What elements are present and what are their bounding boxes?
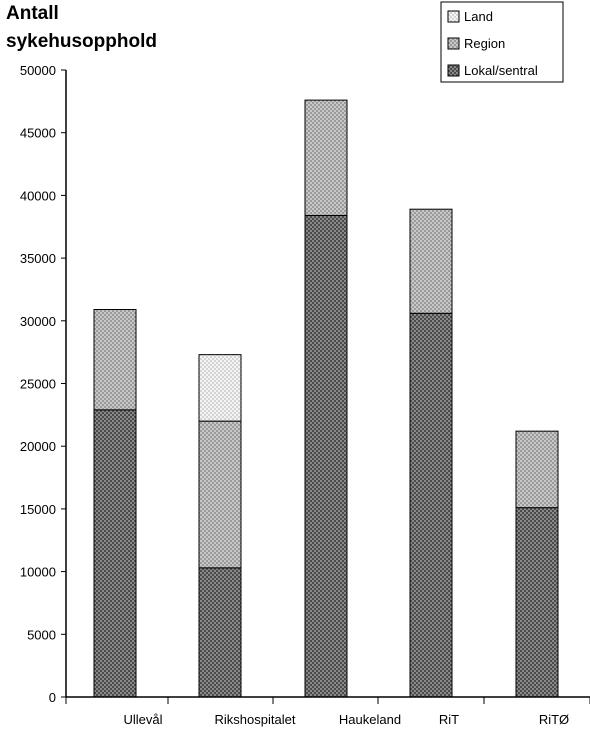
legend-label-region: Region <box>464 36 505 51</box>
x-tick-label-rit: RiTØ <box>539 712 569 727</box>
x-tick-label-ullev-l: Ullevål <box>123 712 162 727</box>
bar-rikshospitalet-land <box>198 354 242 422</box>
y-tick-label: 30000 <box>20 314 56 329</box>
legend-swatch-region <box>447 37 460 50</box>
legend-label-lokal-sentral: Lokal/sentral <box>464 63 538 78</box>
bar-rit-lokal-sentral <box>409 312 453 698</box>
x-tick-label-rit: RiT <box>439 712 459 727</box>
y-tick-label: 35000 <box>20 251 56 266</box>
y-tick-label: 0 <box>49 690 56 705</box>
legend-box <box>440 1 564 83</box>
bars-group <box>93 99 559 698</box>
y-tick-label: 50000 <box>20 63 56 78</box>
bar-rit-region <box>409 208 453 314</box>
bar-rit-region <box>515 430 559 509</box>
legend-swatch-land <box>447 10 460 23</box>
bar-haukeland-lokal-sentral <box>304 214 348 698</box>
legend-swatch-lokal-sentral <box>447 64 460 77</box>
y-tick-label: 20000 <box>20 439 56 454</box>
legend-label-land: Land <box>464 9 493 24</box>
y-axis-title-line-1: Antall <box>6 3 59 24</box>
y-axis-title-line-2: sykehusopphold <box>6 31 157 52</box>
legend: Land Region Lokal/sentral <box>440 1 564 83</box>
bar-rikshospitalet-region <box>198 420 242 569</box>
y-tick-label: 45000 <box>20 126 56 141</box>
y-tick-label: 40000 <box>20 188 56 203</box>
bar-ullev-l-region <box>93 309 137 411</box>
x-tick-label-rikshospitalet: Rikshospitalet <box>215 712 296 727</box>
y-tick-label: 25000 <box>20 377 56 392</box>
axes-group: 0 5000 10000 15000 20000 25000 30000 35000 40000… <box>20 63 590 727</box>
y-axis-title: Antall sykehusopphold <box>6 0 157 56</box>
bar-rit-lokal-sentral <box>515 507 559 698</box>
x-tick-label-haukeland: Haukeland <box>339 712 401 727</box>
y-tick-label: 10000 <box>20 565 56 580</box>
bar-haukeland-region <box>304 99 348 216</box>
y-tick-label: 15000 <box>20 502 56 517</box>
bar-rikshospitalet-lokal-sentral <box>198 567 242 698</box>
bar-ullev-l-lokal-sentral <box>93 409 137 698</box>
y-tick-label: 5000 <box>27 627 56 642</box>
